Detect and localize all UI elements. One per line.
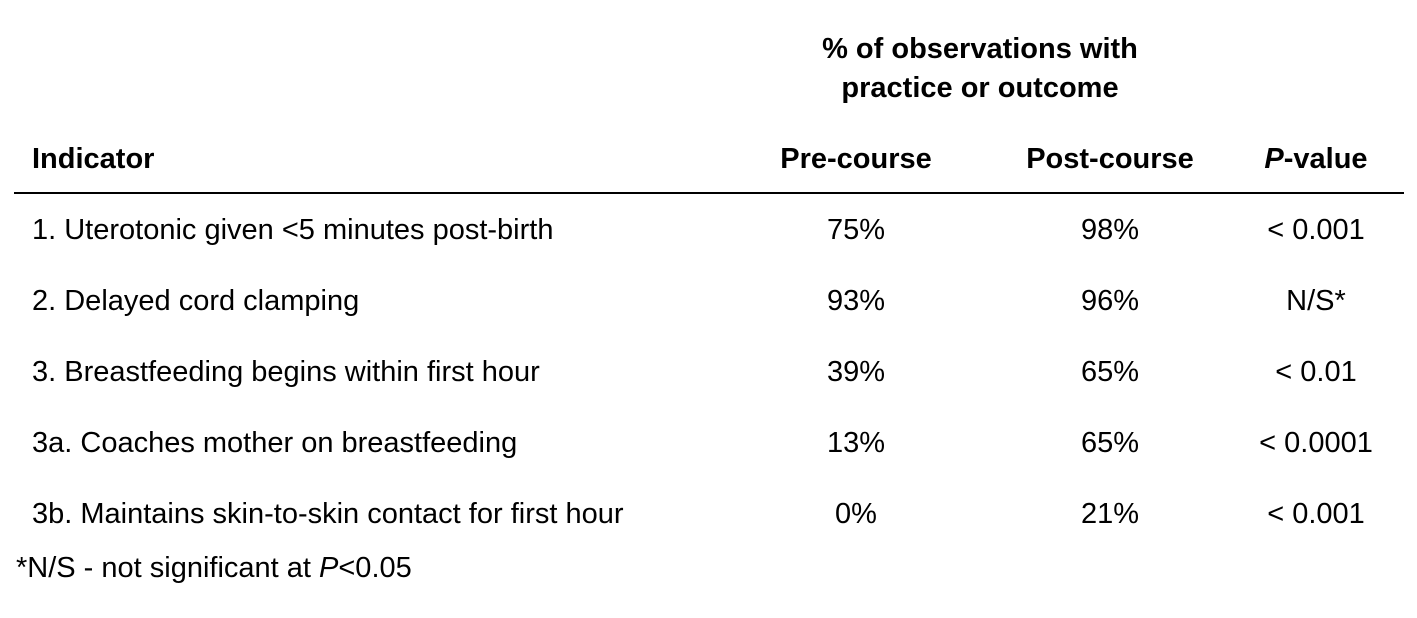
post-course-cell: 96% [1080, 285, 1140, 317]
group-header: % of observations with practice or outco… [760, 30, 1200, 108]
p-value-cell: < 0.001 [1267, 214, 1365, 246]
column-header-pre-course: Pre-course [780, 143, 932, 175]
column-header-p-value: P-value [1240, 141, 1392, 177]
p-value-suffix: -value [1283, 143, 1368, 175]
table-row: 1. Uterotonic given <5 minutes post-birt… [0, 210, 1417, 250]
header-rule [14, 192, 1404, 194]
footnote: *N/S - not significant at P<0.05 [16, 548, 412, 588]
p-value-cell: N/S* [1286, 285, 1346, 317]
group-header-line-2: practice or outcome [841, 72, 1119, 104]
table-row: 3b. Maintains skin-to-skin contact for f… [0, 494, 1417, 534]
p-value-cell: < 0.0001 [1259, 427, 1373, 459]
post-course-cell: 98% [1080, 214, 1140, 246]
footnote-italic-p: P [319, 552, 339, 584]
pre-course-cell: 0% [835, 498, 877, 530]
pre-course-cell: 75% [826, 214, 886, 246]
post-course-cell: 21% [1080, 498, 1140, 530]
post-course-cell: 65% [1080, 356, 1140, 388]
p-value-cell: < 0.001 [1267, 498, 1365, 530]
table-row: 3. Breastfeeding begins within first hou… [0, 352, 1417, 392]
column-header-indicator: Indicator [32, 143, 155, 175]
post-course-cell: 65% [1080, 427, 1140, 459]
indicator-cell: 1. Uterotonic given <5 minutes post-birt… [32, 214, 554, 246]
p-value-cell: < 0.01 [1275, 356, 1357, 388]
p-value-italic-p: P [1264, 143, 1284, 175]
indicator-cell: 3. Breastfeeding begins within first hou… [32, 356, 540, 388]
indicator-cell: 2. Delayed cord clamping [32, 285, 360, 317]
pre-course-cell: 13% [826, 427, 886, 459]
footnote-text-before: *N/S - not significant at [16, 552, 320, 584]
footnote-text-after: <0.05 [338, 552, 412, 584]
table-row: 2. Delayed cord clamping 93% 96% N/S* [0, 281, 1417, 321]
group-header-line-1: % of observations with [822, 33, 1138, 65]
indicator-cell: 3b. Maintains skin-to-skin contact for f… [32, 498, 624, 530]
pre-course-cell: 93% [826, 285, 886, 317]
table-row: 3a. Coaches mother on breastfeeding 13% … [0, 423, 1417, 463]
indicator-cell: 3a. Coaches mother on breastfeeding [32, 427, 518, 459]
column-header-post-course: Post-course [1026, 143, 1194, 175]
pre-course-cell: 39% [826, 356, 886, 388]
